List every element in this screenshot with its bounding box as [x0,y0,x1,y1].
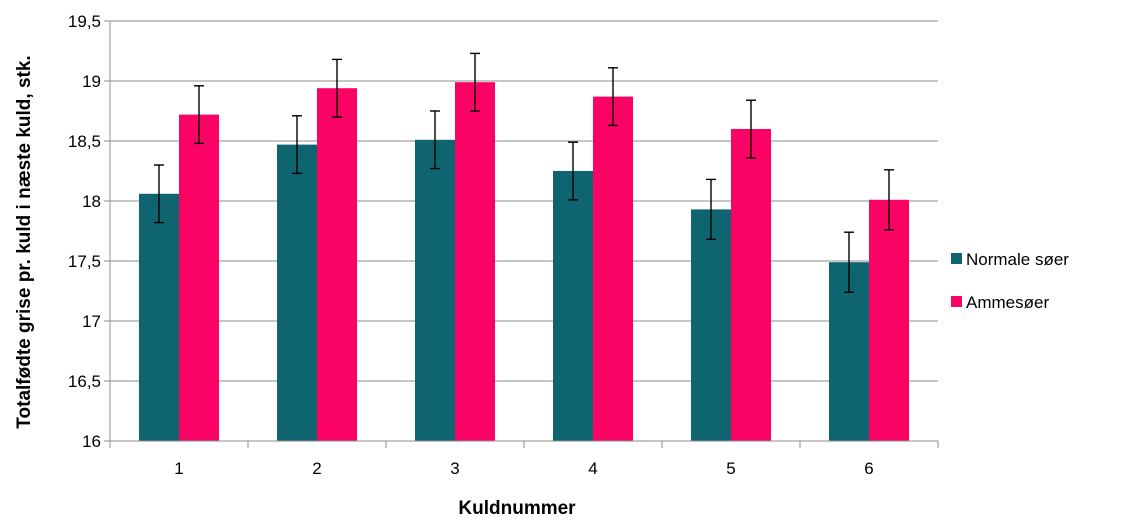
bar-ammesoer [179,114,219,441]
y-tick-label: 19,5 [68,12,101,31]
bar-normale-soer [691,209,731,441]
bar-ammesoer [455,82,495,441]
y-tick-label: 18 [82,192,101,211]
gridlines [110,20,938,382]
bar-ammesoer [869,199,909,441]
x-tick-label: 1 [174,459,183,478]
x-tick-label: 2 [312,459,321,478]
error-bar-ammesoer [470,52,480,112]
x-axis-title: Kuldnummer [458,498,576,519]
legend-label-normale-soer: Normale søer [966,250,1069,269]
y-tick-labels: 16 16,5 17 17,5 18 18,5 19 19,5 [68,12,101,451]
x-tick-label: 5 [726,459,735,478]
x-tick-label: 3 [450,459,459,478]
x-tick-labels: 1 2 3 4 5 6 [174,459,873,478]
legend-label-ammesoer: Ammesøer [966,293,1049,312]
bar-ammesoer [731,129,771,441]
bar-normale-soer [415,139,455,442]
y-tick-label: 16,5 [68,372,101,391]
error-bar-normale-soer [430,110,440,170]
x-tick-label: 4 [588,459,597,478]
y-tick-label: 16 [82,432,101,451]
error-bar-normale-soer [844,231,854,293]
bars [139,82,909,442]
y-axis-title: Totalfødte grise pr. kuld i næste kuld, … [14,55,35,428]
error-bar-normale-soer [568,141,578,201]
bar-normale-soer [277,144,317,441]
error-bar-ammesoer [884,169,894,231]
y-tick-label: 17,5 [68,252,101,271]
error-bar-ammesoer [194,85,204,145]
error-bar-normale-soer [292,115,302,175]
legend: Normale søer Ammesøer [951,250,1069,312]
axes [104,20,939,448]
y-tick-label: 19 [82,72,101,91]
y-tick-label: 17 [82,312,101,331]
error-bars [154,52,894,293]
bar-ammesoer [593,96,633,441]
error-bar-normale-soer [154,164,164,224]
y-tick-label: 18,5 [68,132,101,151]
legend-swatch-ammesoer [951,296,962,307]
error-bar-ammesoer [746,99,756,159]
x-tick-label: 6 [864,459,873,478]
error-bar-ammesoer [332,58,342,118]
error-bar-normale-soer [706,178,716,241]
legend-swatch-normale-soer [951,253,962,264]
error-bar-ammesoer [608,67,618,127]
bar-normale-soer [553,171,593,441]
bar-normale-soer [139,193,179,441]
bar-ammesoer [317,88,357,441]
